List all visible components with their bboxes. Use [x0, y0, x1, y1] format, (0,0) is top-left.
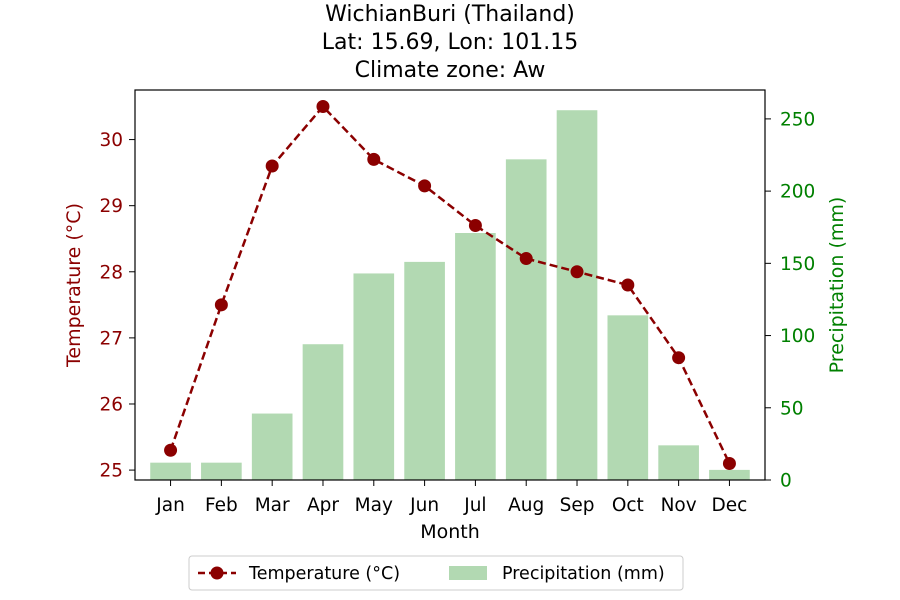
temperature-point-apr [316, 100, 330, 114]
precipitation-bar-jul [455, 233, 496, 480]
temperature-point-nov [672, 351, 686, 365]
x-tick-label-sep: Sep [560, 495, 595, 516]
precipitation-bar-jan [150, 462, 191, 480]
temperature-point-mar [265, 159, 279, 173]
temperature-line [164, 100, 736, 470]
precipitation-bar-sep [556, 110, 598, 480]
title-line-1: WichianBuri (Thailand) [325, 2, 575, 27]
right-axis-ticks: 0 50 100 150 200 250 [765, 109, 815, 492]
legend-precipitation-swatch [449, 566, 487, 580]
title-line-2: Lat: 15.69, Lon: 101.15 [322, 30, 578, 55]
x-tick-label-apr: Apr [307, 495, 339, 516]
temperature-point-dec [722, 456, 736, 470]
precipitation-bar-aug [505, 159, 547, 481]
plot-frame [134, 89, 766, 481]
left-axis-label: Temperature (°C) [63, 203, 85, 368]
temperature-point-feb [214, 298, 228, 312]
x-tick-label-jul: Jul [463, 495, 486, 516]
x-tick-label-may: May [355, 495, 393, 516]
chart-title: WichianBuri (Thailand) Lat: 15.69, Lon: … [322, 2, 578, 83]
temperature-point-jul [468, 219, 482, 233]
x-tick-label-dec: Dec [712, 495, 748, 516]
right-tick-label-100: 100 [780, 326, 815, 347]
legend-box [188, 555, 684, 591]
right-tick-label-200: 200 [780, 182, 815, 203]
x-tick-label-jan: Jan [155, 495, 185, 516]
x-tick-label-aug: Aug [508, 495, 544, 516]
x-tick-label-feb: Feb [205, 495, 238, 516]
left-tick-label-27: 27 [99, 328, 123, 349]
precipitation-bar-jun [404, 261, 445, 480]
temperature-point-oct [621, 278, 635, 292]
precipitation-bar-dec [709, 469, 750, 480]
precipitation-bar-feb [201, 462, 242, 480]
precipitation-bar-mar [251, 413, 293, 480]
precipitation-bar-apr [302, 344, 344, 480]
temperature-point-sep [570, 265, 584, 279]
left-tick-label-26: 26 [99, 394, 123, 415]
x-tick-label-jun: Jun [409, 495, 439, 516]
right-tick-label-250: 250 [780, 109, 815, 130]
x-tick-label-nov: Nov [661, 495, 697, 516]
left-tick-label-28: 28 [99, 262, 123, 283]
right-axis-label: Precipitation (mm) [826, 197, 848, 374]
x-axis-label: Month [420, 521, 480, 543]
x-tick-label-oct: Oct [612, 495, 644, 516]
left-axis-ticks: 25 26 27 28 29 30 [99, 130, 135, 482]
temperature-point-jan [164, 443, 178, 457]
left-tick-label-30: 30 [99, 130, 123, 151]
legend-temperature-marker [210, 566, 224, 580]
right-tick-label-0: 0 [780, 471, 792, 492]
temperature-series-line [169, 104, 731, 465]
precipitation-bar-oct [607, 315, 649, 480]
legend: Temperature (°C) Precipitation (mm) [188, 555, 684, 591]
legend-temperature-label: Temperature (°C) [248, 564, 400, 584]
temperature-point-aug [519, 252, 533, 266]
right-tick-label-50: 50 [780, 398, 804, 419]
precipitation-bar-may [353, 273, 395, 480]
precipitation-bars [150, 110, 750, 481]
temperature-point-may [367, 152, 381, 166]
x-tick-label-mar: Mar [255, 495, 290, 516]
x-axis-ticks: Jan Feb Mar Apr May Jun Jul Aug Sep Oct Nov Dec [155, 480, 747, 516]
title-line-3: Climate zone: Aw [355, 58, 546, 83]
right-tick-label-150: 150 [780, 254, 815, 275]
left-tick-label-25: 25 [99, 461, 123, 482]
precipitation-bar-nov [658, 445, 699, 480]
temperature-point-jun [418, 179, 432, 193]
left-tick-label-29: 29 [99, 196, 123, 217]
legend-precipitation-label: Precipitation (mm) [502, 564, 665, 584]
